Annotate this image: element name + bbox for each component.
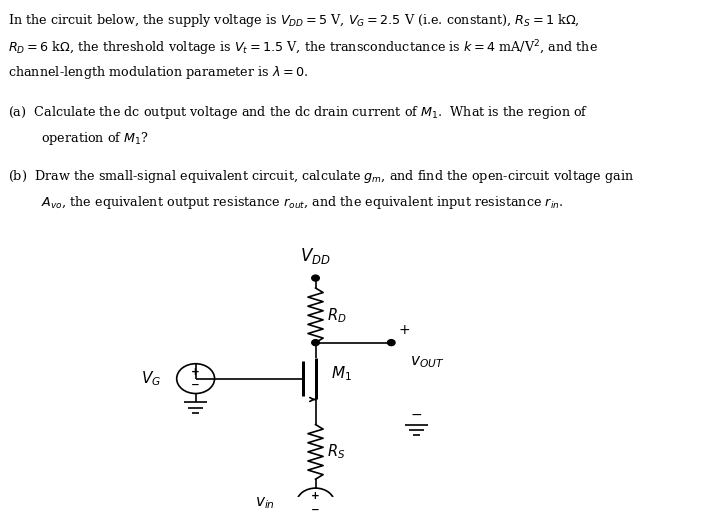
Circle shape xyxy=(312,275,319,281)
Text: $V_G$: $V_G$ xyxy=(141,369,161,388)
Text: $R_S$: $R_S$ xyxy=(327,442,345,461)
Text: (b)  Draw the small-signal equivalent circuit, calculate $g_m$, and find the ope: (b) Draw the small-signal equivalent cir… xyxy=(8,168,634,185)
Text: operation of $M_1$?: operation of $M_1$? xyxy=(41,130,149,146)
Text: $R_D = 6$ k$\Omega$, the threshold voltage is $V_t = 1.5$ V, the transconductanc: $R_D = 6$ k$\Omega$, the threshold volta… xyxy=(8,38,597,58)
Text: $M_1$: $M_1$ xyxy=(331,365,352,383)
Text: +: + xyxy=(192,367,200,377)
Text: $R_D$: $R_D$ xyxy=(327,306,347,325)
Text: +: + xyxy=(398,323,409,337)
Text: $A_{vo}$, the equivalent output resistance $r_{out}$, and the equivalent input r: $A_{vo}$, the equivalent output resistan… xyxy=(41,194,563,210)
Text: −: − xyxy=(192,380,200,390)
Circle shape xyxy=(312,339,319,346)
Text: −: − xyxy=(411,408,422,421)
Text: $V_{DD}$: $V_{DD}$ xyxy=(300,246,331,266)
Text: channel-length modulation parameter is $\lambda = 0$.: channel-length modulation parameter is $… xyxy=(8,64,308,81)
Text: In the circuit below, the supply voltage is $V_{DD} = 5$ V, $V_G = 2.5$ V (i.e. : In the circuit below, the supply voltage… xyxy=(8,12,580,29)
Text: $v_{in}$: $v_{in}$ xyxy=(254,495,275,511)
Text: $v_{OUT}$: $v_{OUT}$ xyxy=(410,355,444,370)
Circle shape xyxy=(387,339,395,346)
Text: −: − xyxy=(311,505,320,512)
Text: +: + xyxy=(311,492,320,501)
Text: (a)  Calculate the dc output voltage and the dc drain current of $M_1$.  What is: (a) Calculate the dc output voltage and … xyxy=(8,104,588,121)
